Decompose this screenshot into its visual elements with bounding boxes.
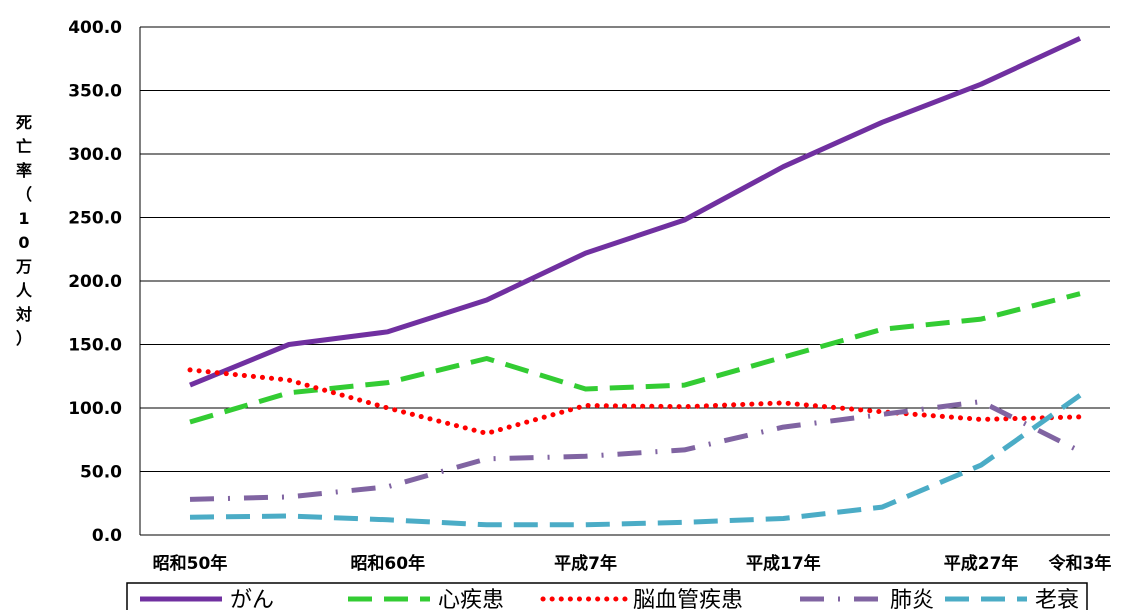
series-lines bbox=[187, 36, 1083, 528]
y-tick-label: 50.0 bbox=[80, 463, 122, 483]
series-line bbox=[189, 399, 1082, 502]
series-line bbox=[187, 367, 1083, 436]
y-tick-label: 150.0 bbox=[68, 336, 122, 356]
legend: がん 心疾患 脳血管疾患 肺炎 老衰 bbox=[126, 582, 1088, 610]
y-tick-label: 350.0 bbox=[68, 82, 122, 102]
series-line bbox=[189, 291, 1081, 425]
x-tick-labels: 昭和50年 昭和60年 平成7年 平成17年 平成27年 令和3年 bbox=[153, 553, 1112, 574]
x-tick-label: 平成7年 bbox=[554, 553, 617, 574]
legend-box bbox=[126, 582, 1088, 610]
y-tick-label: 100.0 bbox=[68, 399, 122, 419]
x-tick-label: 令和3年 bbox=[1049, 553, 1112, 574]
legend-label: 肺炎 bbox=[890, 588, 934, 610]
legend-label: 脳血管疾患 bbox=[633, 588, 743, 610]
y-tick-label: 250.0 bbox=[68, 209, 122, 229]
x-tick-label: 平成27年 bbox=[944, 553, 1019, 574]
y-tick-label: 200.0 bbox=[68, 272, 122, 292]
series-line bbox=[189, 393, 1082, 528]
x-tick-label: 昭和50年 bbox=[153, 553, 228, 574]
series-line bbox=[189, 36, 1082, 388]
x-tick-label: 平成17年 bbox=[746, 553, 821, 574]
legend-label: 老衰 bbox=[1035, 588, 1079, 610]
y-tick-label: 0.0 bbox=[92, 526, 122, 546]
x-tick-label: 昭和60年 bbox=[350, 553, 425, 574]
y-tick-label: 300.0 bbox=[68, 145, 122, 165]
y-axis-label: 死亡率（ 1 0 万人対） bbox=[15, 113, 33, 348]
y-tick-label: 400.0 bbox=[68, 18, 122, 38]
legend-label: 心疾患 bbox=[438, 588, 504, 610]
y-axis-title: 死亡率（ 1 0 万人対） bbox=[15, 113, 33, 348]
grid-lines bbox=[139, 26, 1110, 536]
legend-label: がん bbox=[230, 588, 274, 610]
y-tick-labels: 0.0 50.0 100.0 150.0 200.0 250.0 300.0 350.0 400… bbox=[68, 18, 122, 546]
